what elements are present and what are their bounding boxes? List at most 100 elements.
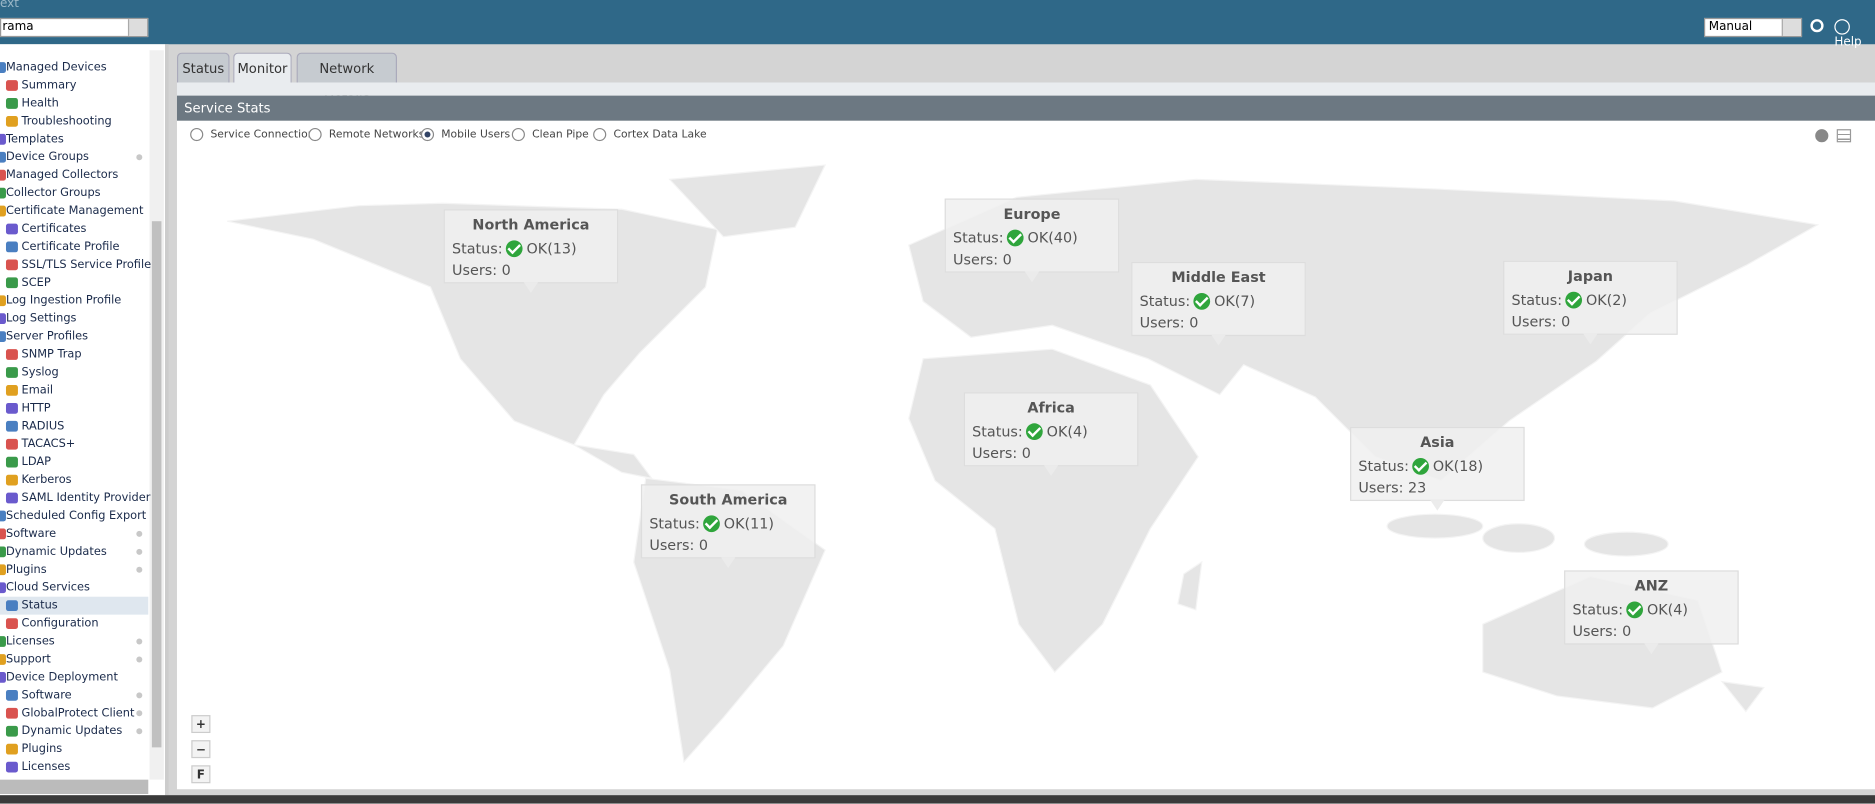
map-view-button[interactable] bbox=[1815, 129, 1829, 143]
region-callout[interactable]: South America Status: OK(11) Users: 0 bbox=[640, 484, 816, 569]
region-callout[interactable]: Europe Status: OK(40) Users: 0 bbox=[944, 198, 1120, 283]
users-value: 0 bbox=[1561, 313, 1571, 331]
nav-item[interactable]: Health bbox=[0, 94, 148, 112]
users-label: Users: bbox=[452, 261, 498, 279]
region-status: Status: OK(40) bbox=[953, 229, 1078, 247]
nav-item[interactable]: Scheduled Config Export bbox=[0, 507, 148, 525]
nav-icon bbox=[5, 349, 18, 360]
users-label: Users: bbox=[649, 536, 695, 554]
nav-item[interactable]: Certificates bbox=[0, 220, 148, 238]
nav-item[interactable]: Dynamic Updates bbox=[0, 543, 148, 561]
callout-pointer bbox=[1024, 271, 1040, 283]
nav-icon bbox=[5, 80, 18, 91]
tab[interactable]: Monitor bbox=[233, 52, 292, 83]
region-callout[interactable]: Africa Status: OK(4) Users: 0 bbox=[963, 392, 1139, 476]
users-label: Users: bbox=[1511, 313, 1557, 331]
radio-label: Cortex Data Lake bbox=[613, 129, 707, 142]
help-link[interactable]: Help bbox=[1834, 19, 1875, 49]
nav-item[interactable]: SNMP Trap bbox=[0, 346, 148, 364]
region-users: Users: 0 bbox=[953, 251, 1012, 268]
nav-label: Kerberos bbox=[21, 473, 72, 487]
nav-item[interactable]: Support bbox=[0, 651, 148, 669]
nav-item[interactable]: Log Settings bbox=[0, 310, 148, 328]
region-callout[interactable]: Middle East Status: OK(7) Users: 0 bbox=[1131, 261, 1306, 346]
region-callout[interactable]: Asia Status: OK(18) Users: 23 bbox=[1350, 426, 1525, 511]
nav-item[interactable]: TACACS+ bbox=[0, 435, 148, 453]
nav-item[interactable]: SSL/TLS Service Profile bbox=[0, 256, 151, 274]
nav-item[interactable]: Managed Collectors bbox=[0, 166, 148, 184]
nav-item[interactable]: Managed Devices bbox=[0, 59, 148, 77]
region-callout[interactable]: North America Status: OK(13) Users: 0 bbox=[443, 209, 619, 293]
nav-item[interactable]: Log Ingestion Profile bbox=[0, 292, 148, 310]
status-value: OK(11) bbox=[723, 515, 774, 533]
nav-item[interactable]: Dynamic Updates bbox=[0, 722, 148, 740]
table-view-button[interactable] bbox=[1836, 129, 1852, 143]
nav-item[interactable]: Licenses bbox=[0, 633, 148, 651]
nav-label: Summary bbox=[21, 78, 77, 93]
nav-dot bbox=[136, 530, 143, 537]
zoom-button[interactable]: − bbox=[191, 740, 211, 759]
region-callout[interactable]: Japan Status: OK(2) Users: 0 bbox=[1503, 260, 1678, 345]
radio-option[interactable]: Cortex Data Lake bbox=[593, 127, 707, 142]
nav-item[interactable]: Software bbox=[0, 686, 148, 704]
nav-item[interactable]: Cloud Services bbox=[0, 579, 148, 597]
status-label: Status: bbox=[1139, 292, 1191, 310]
nav-item[interactable]: Templates bbox=[0, 130, 148, 148]
nav-item[interactable]: Troubleshooting bbox=[0, 112, 148, 130]
radio-option[interactable]: Mobile Users bbox=[420, 127, 510, 142]
region-callout[interactable]: ANZ Status: OK(4) Users: 0 bbox=[1564, 570, 1739, 655]
nav-item[interactable]: Device Groups bbox=[0, 148, 148, 166]
nav-icon bbox=[5, 761, 18, 773]
refresh-select[interactable]: Manual bbox=[1704, 17, 1803, 38]
nav-item[interactable]: RADIUS bbox=[0, 417, 148, 435]
status-label: Status: bbox=[452, 240, 503, 258]
nav-icon bbox=[0, 169, 6, 181]
nav-item[interactable]: Configuration bbox=[0, 615, 148, 633]
nav-label: Software bbox=[21, 688, 72, 702]
nav-item[interactable]: SAML Identity Provider bbox=[0, 489, 150, 507]
nav-icon bbox=[0, 133, 6, 145]
nav-item[interactable]: Certificate Management bbox=[0, 202, 148, 220]
nav-item[interactable]: Syslog bbox=[0, 364, 148, 382]
nav-item[interactable]: Collector Groups bbox=[0, 184, 148, 202]
callout-pointer bbox=[1043, 465, 1059, 476]
callout-pointer bbox=[721, 557, 736, 569]
tab[interactable]: Status bbox=[176, 52, 230, 83]
refresh-button[interactable] bbox=[1810, 19, 1824, 33]
users-label: Users: bbox=[1139, 314, 1185, 332]
nav-item[interactable]: Software bbox=[0, 525, 148, 543]
nav-item[interactable]: Email bbox=[0, 381, 148, 399]
nav-item[interactable]: HTTP bbox=[0, 399, 148, 417]
radio-option[interactable]: Remote Networks bbox=[308, 127, 424, 142]
nav-item[interactable]: Server Profiles bbox=[0, 328, 148, 346]
tab-underline bbox=[176, 82, 1875, 96]
region-status: Status: OK(18) bbox=[1358, 457, 1483, 475]
nav-item[interactable]: Device Deployment bbox=[0, 668, 148, 686]
status-icon bbox=[703, 515, 721, 533]
nav-item[interactable]: Plugins bbox=[0, 561, 148, 579]
status-icon bbox=[1007, 229, 1024, 247]
nav-item[interactable]: Summary bbox=[0, 77, 148, 95]
nav-item[interactable]: Kerberos bbox=[0, 471, 148, 489]
nav-item[interactable]: SCEP bbox=[0, 274, 148, 292]
nav-item[interactable]: GlobalProtect Client bbox=[0, 704, 148, 722]
zoom-button[interactable]: F bbox=[191, 765, 211, 784]
radio-option[interactable]: Clean Pipe bbox=[511, 127, 589, 142]
nav-label: Licenses bbox=[21, 760, 71, 774]
nav-icon bbox=[0, 672, 6, 683]
nav-icon bbox=[5, 115, 18, 127]
nav-icon bbox=[0, 295, 6, 307]
nav-icon bbox=[5, 438, 18, 450]
nav-item[interactable]: Certificate Profile bbox=[0, 238, 148, 256]
nav-label: Plugins bbox=[5, 563, 47, 577]
tab[interactable]: Network Details bbox=[296, 52, 398, 106]
context-select[interactable]: rama bbox=[0, 17, 149, 38]
nav-item[interactable]: Status bbox=[0, 596, 149, 615]
nav-item[interactable]: LDAP bbox=[0, 453, 148, 471]
zoom-button[interactable]: + bbox=[191, 715, 211, 734]
radio-option[interactable]: Service Connection bbox=[190, 127, 315, 142]
nav-item[interactable]: Plugins bbox=[0, 740, 148, 758]
nav-item[interactable]: Licenses bbox=[0, 758, 148, 776]
nav-label: Certificate Profile bbox=[21, 240, 120, 254]
